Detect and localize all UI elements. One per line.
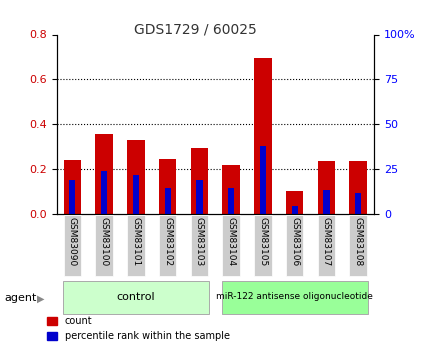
Text: GDS1729 / 60025: GDS1729 / 60025 [134,22,256,37]
Bar [158,159,176,214]
Bar [69,180,76,214]
Bar [127,140,145,214]
FancyBboxPatch shape [63,281,208,314]
FancyBboxPatch shape [222,215,240,276]
Text: GSM83090: GSM83090 [68,217,77,266]
FancyBboxPatch shape [63,215,81,276]
Bar [354,193,361,214]
Text: GSM83100: GSM83100 [99,217,108,266]
FancyBboxPatch shape [253,215,271,276]
FancyBboxPatch shape [95,215,113,276]
FancyBboxPatch shape [190,215,208,276]
Text: GSM83107: GSM83107 [321,217,330,266]
Text: control: control [116,292,155,302]
FancyBboxPatch shape [317,215,335,276]
Bar [164,188,171,214]
FancyBboxPatch shape [158,215,176,276]
FancyBboxPatch shape [221,281,367,314]
Bar [95,134,113,214]
Text: GSM83108: GSM83108 [353,217,362,266]
FancyBboxPatch shape [349,215,366,276]
Text: GSM83101: GSM83101 [131,217,140,266]
FancyBboxPatch shape [285,215,303,276]
Text: GSM83102: GSM83102 [163,217,172,266]
Bar [291,206,297,214]
Bar [317,161,335,214]
Bar [253,58,271,214]
Bar [222,165,240,214]
Text: GSM83103: GSM83103 [194,217,204,266]
Text: GSM83104: GSM83104 [226,217,235,266]
Bar [322,190,329,214]
Bar [259,146,266,214]
Text: miR-122 antisense oligonucleotide: miR-122 antisense oligonucleotide [216,292,372,301]
Bar [132,175,139,214]
Bar [101,171,107,214]
Text: GSM83105: GSM83105 [258,217,267,266]
Bar [196,180,202,214]
Text: ▶: ▶ [37,294,44,304]
Bar [63,160,81,214]
Bar [190,148,208,214]
Bar [285,191,303,214]
Bar [349,161,366,214]
Text: agent: agent [4,294,36,303]
FancyBboxPatch shape [127,215,145,276]
Bar [227,188,234,214]
Legend: count, percentile rank within the sample: count, percentile rank within the sample [43,312,233,345]
Text: GSM83106: GSM83106 [289,217,299,266]
